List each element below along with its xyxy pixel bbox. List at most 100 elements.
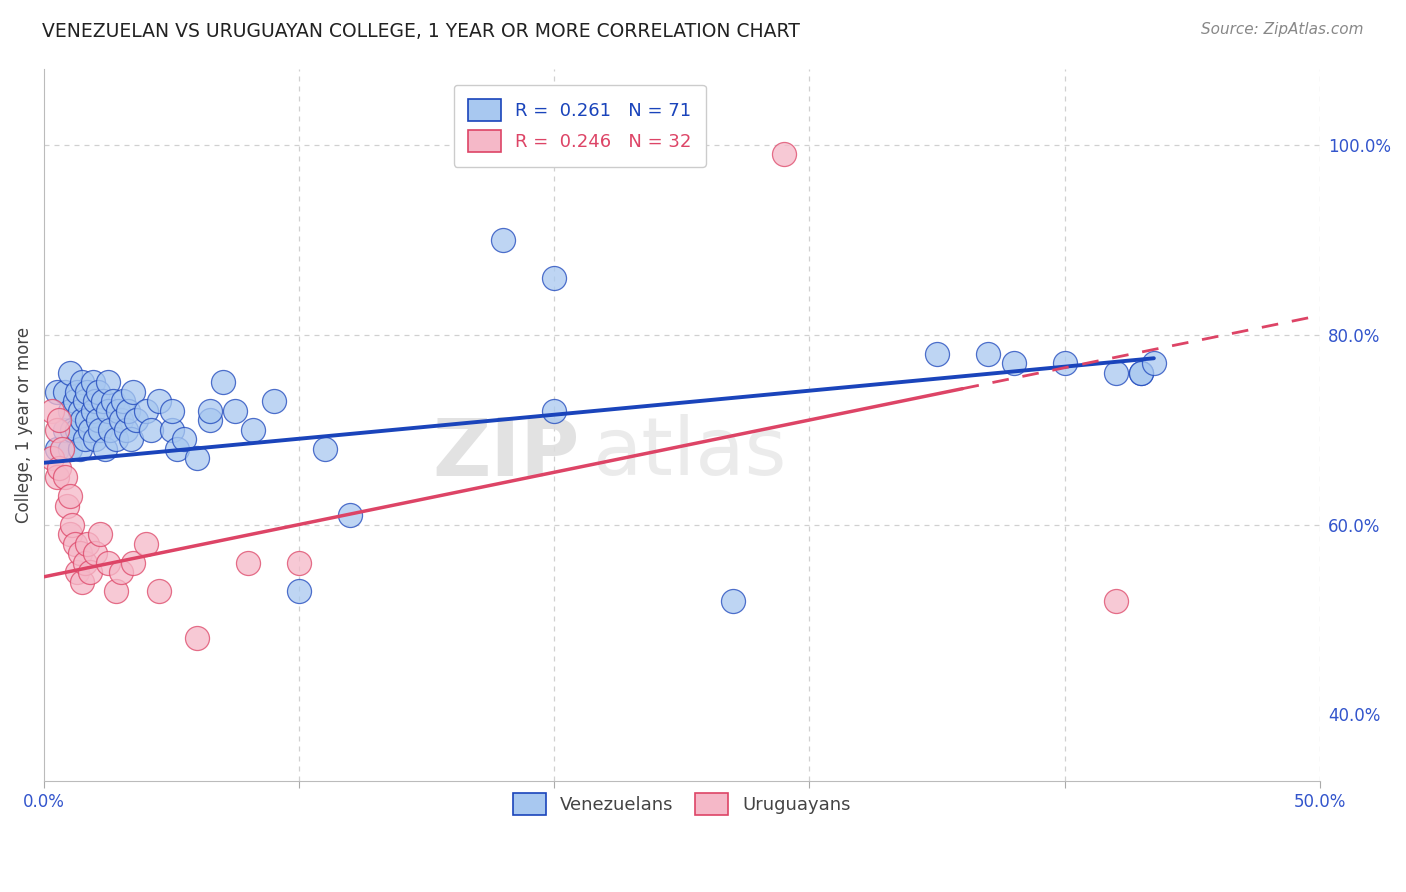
Point	[314, 442, 336, 456]
Point	[89, 527, 111, 541]
Point	[112, 394, 135, 409]
Point	[73, 394, 96, 409]
Text: VENEZUELAN VS URUGUAYAN COLLEGE, 1 YEAR OR MORE CORRELATION CHART: VENEZUELAN VS URUGUAYAN COLLEGE, 1 YEAR …	[42, 22, 800, 41]
Point	[135, 403, 157, 417]
Point	[107, 403, 129, 417]
Point	[86, 413, 108, 427]
Point	[45, 384, 67, 399]
Point	[69, 546, 91, 560]
Point	[1053, 356, 1076, 370]
Point	[1002, 356, 1025, 370]
Point	[63, 536, 86, 550]
Point	[173, 432, 195, 446]
Point	[238, 556, 260, 570]
Point	[122, 384, 145, 399]
Point	[97, 556, 120, 570]
Point	[56, 499, 79, 513]
Point	[211, 375, 233, 389]
Point	[76, 413, 98, 427]
Point	[104, 584, 127, 599]
Point	[69, 442, 91, 456]
Point	[82, 375, 104, 389]
Point	[120, 432, 142, 446]
Point	[53, 423, 76, 437]
Point	[72, 375, 94, 389]
Point	[66, 384, 89, 399]
Point	[288, 584, 311, 599]
Point	[84, 546, 107, 560]
Point	[91, 394, 114, 409]
Point	[45, 470, 67, 484]
Point	[141, 423, 163, 437]
Text: Source: ZipAtlas.com: Source: ZipAtlas.com	[1201, 22, 1364, 37]
Point	[160, 423, 183, 437]
Point	[543, 270, 565, 285]
Point	[100, 423, 122, 437]
Point	[114, 423, 136, 437]
Point	[59, 527, 82, 541]
Point	[76, 384, 98, 399]
Point	[60, 423, 83, 437]
Legend: Venezuelans, Uruguayans: Venezuelans, Uruguayans	[502, 781, 862, 825]
Point	[925, 346, 948, 360]
Point	[186, 632, 208, 646]
Y-axis label: College, 1 year or more: College, 1 year or more	[15, 326, 32, 523]
Point	[125, 413, 148, 427]
Point	[186, 450, 208, 465]
Point	[66, 423, 89, 437]
Point	[89, 423, 111, 437]
Point	[60, 517, 83, 532]
Point	[82, 403, 104, 417]
Point	[339, 508, 361, 522]
Point	[492, 233, 515, 247]
Point	[63, 394, 86, 409]
Point	[73, 556, 96, 570]
Point	[135, 536, 157, 550]
Point	[1143, 356, 1166, 370]
Point	[773, 147, 796, 161]
Point	[41, 403, 63, 417]
Point	[198, 403, 221, 417]
Point	[122, 556, 145, 570]
Point	[101, 394, 124, 409]
Point	[76, 536, 98, 550]
Point	[59, 366, 82, 380]
Point	[104, 432, 127, 446]
Point	[166, 442, 188, 456]
Point	[53, 470, 76, 484]
Point	[1130, 366, 1153, 380]
Point	[97, 375, 120, 389]
Text: ZIP: ZIP	[433, 414, 579, 492]
Point	[1104, 366, 1126, 380]
Point	[84, 394, 107, 409]
Point	[242, 423, 264, 437]
Point	[72, 413, 94, 427]
Point	[79, 565, 101, 579]
Text: atlas: atlas	[592, 414, 787, 492]
Point	[69, 403, 91, 417]
Point	[45, 442, 67, 456]
Point	[160, 403, 183, 417]
Point	[66, 565, 89, 579]
Point	[110, 413, 132, 427]
Point	[263, 394, 285, 409]
Point	[48, 460, 70, 475]
Point	[79, 423, 101, 437]
Point	[51, 442, 73, 456]
Point	[110, 565, 132, 579]
Point	[59, 403, 82, 417]
Point	[977, 346, 1000, 360]
Point	[97, 403, 120, 417]
Point	[84, 432, 107, 446]
Point	[1130, 366, 1153, 380]
Point	[53, 384, 76, 399]
Point	[224, 403, 246, 417]
Point	[148, 394, 170, 409]
Point	[48, 413, 70, 427]
Point	[45, 423, 67, 437]
Point	[1104, 593, 1126, 607]
Point	[543, 403, 565, 417]
Point	[86, 384, 108, 399]
Point	[198, 413, 221, 427]
Point	[72, 574, 94, 589]
